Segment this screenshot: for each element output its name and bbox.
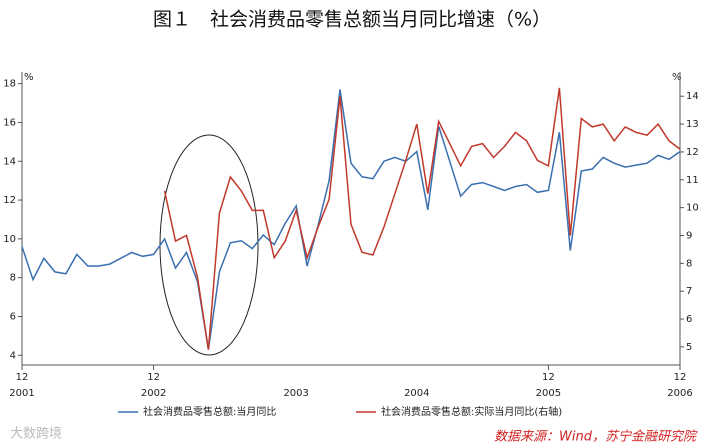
y2-tick-label: 10 <box>686 203 699 214</box>
y2-tick-label: 13 <box>686 119 699 130</box>
legend-label: 社会消费品零售总额:实际当月同比(右轴) <box>381 405 562 418</box>
y2-tick-label: 11 <box>686 175 699 186</box>
x-year-label: 2004 <box>404 388 429 399</box>
x-year-label: 2002 <box>141 388 166 399</box>
y-unit: % <box>24 72 34 83</box>
y2-tick-label: 5 <box>686 342 692 353</box>
y-tick-label: 12 <box>3 195 16 206</box>
y2-unit: % <box>672 72 682 83</box>
y-tick-label: 10 <box>3 234 16 245</box>
y2-tick-label: 12 <box>686 147 699 158</box>
highlight-ellipse <box>159 134 259 356</box>
y2-tick-label: 6 <box>686 314 692 325</box>
y2-tick-label: 7 <box>686 286 692 297</box>
legend-label: 社会消费品零售总额:当月同比 <box>143 405 276 418</box>
source: 数据来源：Wind，苏宁金融研究院 <box>494 429 698 445</box>
y2-tick-label: 9 <box>686 230 692 241</box>
x-year-label: 2006 <box>667 388 692 399</box>
series-line <box>163 87 681 350</box>
y-tick-label: 4 <box>10 350 16 361</box>
x-year-label: 2001 <box>9 388 34 399</box>
chart-title: 图１ 社会消费品零售总额当月同比增速（%） <box>153 9 551 31</box>
x-tick-label: 12 <box>16 372 29 383</box>
y-tick-label: 18 <box>3 79 16 90</box>
x-year-label: 2005 <box>536 388 561 399</box>
x-tick-label: 12 <box>674 372 687 383</box>
y2-tick-label: 14 <box>686 91 699 102</box>
x-tick-label: 12 <box>542 372 555 383</box>
x-tick-label: 12 <box>147 372 160 383</box>
y-tick-label: 6 <box>10 311 16 322</box>
series-line <box>21 89 681 350</box>
watermark: 大数跨境 <box>10 427 62 442</box>
x-year-label: 2003 <box>283 388 308 399</box>
y-tick-label: 14 <box>3 156 16 167</box>
y-tick-label: 16 <box>3 117 16 128</box>
y-tick-label: 8 <box>10 273 16 284</box>
y2-tick-label: 8 <box>686 258 692 269</box>
